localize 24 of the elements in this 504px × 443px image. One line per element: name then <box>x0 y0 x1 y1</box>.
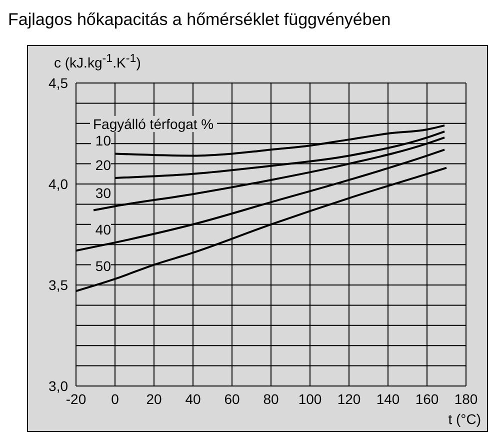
x-tick-label: 120 <box>337 390 361 407</box>
series-label: 20 <box>95 156 112 173</box>
series-label: 10 <box>95 132 112 149</box>
x-tick-label: 100 <box>298 390 322 407</box>
x-tick-label: 80 <box>263 390 279 407</box>
chart-title: Fajlagos hőkapacitás a hőmérséklet függvényében <box>8 10 391 30</box>
y-tick-label: 4,0 <box>48 176 68 192</box>
y-tick-label: 3,5 <box>48 276 68 293</box>
x-tick-label: 20 <box>146 390 162 407</box>
x-tick-label: -20 <box>66 390 86 407</box>
x-tick-label: 0 <box>111 390 120 407</box>
series-label: 40 <box>95 222 112 238</box>
x-tick-label: 40 <box>185 390 201 407</box>
legend-title: Fagyálló térfogat % <box>90 116 217 132</box>
y-axis-title: c (kJ.kg$^{-1}$.K$^{-1}$) <box>54 52 141 71</box>
x-tick-label: 180 <box>454 390 478 407</box>
x-tick-label: 160 <box>415 390 439 407</box>
y-tick-label: 3,0 <box>48 378 68 394</box>
x-axis-title: t (°C) <box>448 411 481 427</box>
x-tick-label: 60 <box>224 390 240 407</box>
x-tick-label: 140 <box>376 390 400 407</box>
series-label: 30 <box>95 185 112 202</box>
series-label: 50 <box>95 258 112 274</box>
y-tick-label: 4,5 <box>48 74 68 91</box>
